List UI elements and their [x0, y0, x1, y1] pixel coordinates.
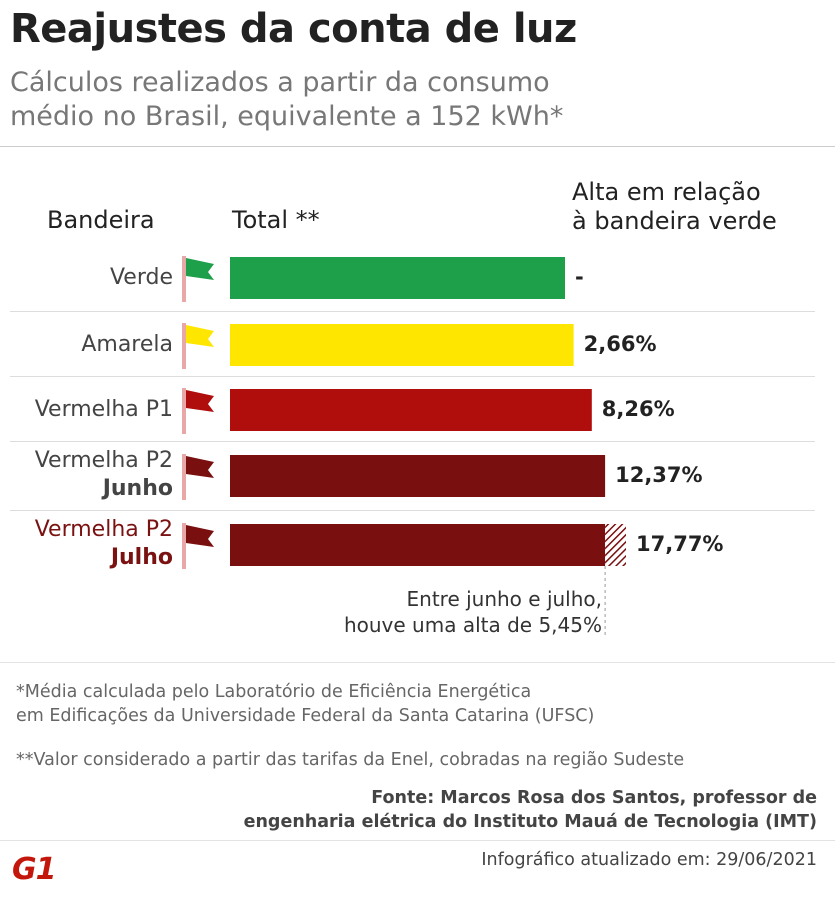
pct-label: - [575, 265, 584, 289]
bar [230, 524, 606, 566]
footnote-1-line-2: em Edificações da Universidade Federal d… [16, 706, 595, 726]
row-separator [10, 441, 815, 442]
bar [230, 257, 565, 299]
row-label-name: Amarela [81, 332, 173, 357]
flag-pole [182, 454, 186, 500]
column-header-alta: Alta em relação à bandeira verde [572, 178, 777, 236]
row-label-name: Vermelha P2 [34, 448, 173, 473]
chart-title: Reajustes da conta de luz [10, 6, 577, 52]
increase-note: Entre junho e julho, houve uma alta de 5… [302, 586, 602, 638]
source-line-2: engenharia elétrica do Instituto Mauá de… [243, 812, 817, 832]
row-label: Verde [110, 264, 173, 292]
column-header-bandeira: Bandeira [47, 206, 155, 234]
footnote-divider [0, 662, 835, 663]
flag-pole [182, 256, 186, 302]
column-header-alta-line-1: Alta em relação [572, 178, 761, 206]
bar [230, 324, 574, 366]
bar [230, 389, 592, 431]
bar-increase-hatch [605, 524, 626, 566]
flag-pole [182, 388, 186, 434]
g1-logo: G1 [12, 852, 56, 887]
pct-label: 17,77% [636, 532, 724, 556]
chart-subtitle: Cálculos realizados a partir da consumo … [10, 66, 810, 134]
pct-label: 8,26% [601, 397, 675, 421]
source-credit: Fonte: Marcos Rosa dos Santos, professor… [244, 786, 817, 834]
column-header-alta-line-2: à bandeira verde [572, 207, 777, 235]
flag-icon [186, 390, 214, 412]
update-date: Infográfico atualizado em: 29/06/2021 [481, 850, 817, 870]
flag-icon [186, 258, 214, 280]
increase-note-line-2: houve uma alta de 5,45% [343, 613, 602, 637]
row-label: Amarela [81, 331, 173, 359]
column-header-total: Total ** [232, 206, 320, 234]
row-separator [10, 510, 815, 511]
header-divider [0, 146, 835, 147]
footnote-2: **Valor considerado a partir das tarifas… [16, 750, 685, 770]
row-label-name: Verde [109, 265, 173, 290]
row-separator [10, 376, 815, 377]
row-separator [10, 311, 815, 312]
pct-label: 2,66% [583, 332, 657, 356]
row-label-name: Vermelha P2 [34, 517, 173, 542]
flag-icon [186, 525, 214, 547]
pct-label: 12,37% [615, 463, 703, 487]
flag-icon [186, 325, 214, 347]
row-label-sub: Junho [102, 476, 173, 501]
subtitle-line-2: médio no Brasil, equivalente a 152 kWh* [10, 101, 564, 132]
source-line-1: Fonte: Marcos Rosa dos Santos, professor… [371, 788, 817, 808]
footnote-1: *Média calculada pelo Laboratório de Efi… [16, 680, 594, 728]
footnote-1-line-1: *Média calculada pelo Laboratório de Efi… [16, 682, 532, 702]
bar [230, 455, 606, 497]
row-label: Vermelha P2 Julho [35, 516, 173, 572]
flag-pole [182, 523, 186, 569]
subtitle-line-1: Cálculos realizados a partir da consumo [10, 67, 550, 98]
row-label: Vermelha P2 Junho [35, 447, 173, 503]
increase-note-line-1: Entre junho e julho, [406, 587, 603, 611]
row-label: Vermelha P1 [35, 396, 173, 424]
bottom-divider [0, 840, 835, 841]
flag-icon [186, 456, 214, 478]
flag-pole [182, 323, 186, 369]
row-label-name: Vermelha P1 [34, 397, 173, 422]
row-label-sub: Julho [110, 545, 173, 570]
